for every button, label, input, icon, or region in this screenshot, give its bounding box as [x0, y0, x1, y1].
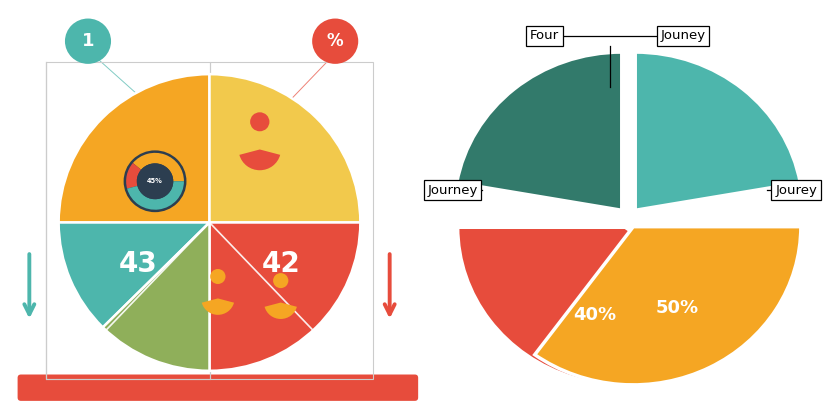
Wedge shape	[265, 302, 297, 319]
Wedge shape	[458, 227, 761, 386]
Text: 45%: 45%	[147, 178, 163, 184]
FancyBboxPatch shape	[18, 375, 418, 401]
Wedge shape	[127, 163, 141, 189]
Wedge shape	[127, 181, 184, 210]
Circle shape	[65, 19, 111, 64]
Text: Four: Four	[530, 29, 559, 42]
Text: 43: 43	[119, 250, 158, 278]
Wedge shape	[240, 150, 280, 170]
Text: 50%: 50%	[656, 300, 699, 317]
Circle shape	[137, 163, 173, 199]
Circle shape	[312, 19, 359, 64]
Wedge shape	[457, 52, 622, 210]
Wedge shape	[59, 74, 210, 222]
Text: %: %	[327, 32, 344, 50]
Text: Jouney: Jouney	[660, 29, 706, 42]
Wedge shape	[635, 52, 800, 210]
Wedge shape	[535, 227, 801, 385]
Wedge shape	[103, 222, 210, 371]
Circle shape	[210, 269, 225, 284]
Text: Jourey: Jourey	[775, 184, 817, 197]
Circle shape	[250, 112, 270, 131]
Text: 40%: 40%	[574, 306, 617, 323]
Bar	[46, 62, 210, 379]
Bar	[210, 62, 373, 379]
Text: Journey: Journey	[427, 184, 478, 197]
Circle shape	[123, 150, 186, 212]
Wedge shape	[210, 222, 360, 371]
Wedge shape	[59, 222, 210, 328]
Wedge shape	[202, 298, 234, 315]
Wedge shape	[133, 153, 184, 181]
Text: 42: 42	[261, 250, 300, 278]
Wedge shape	[210, 74, 360, 222]
Circle shape	[273, 273, 288, 288]
Text: 1: 1	[82, 32, 94, 50]
